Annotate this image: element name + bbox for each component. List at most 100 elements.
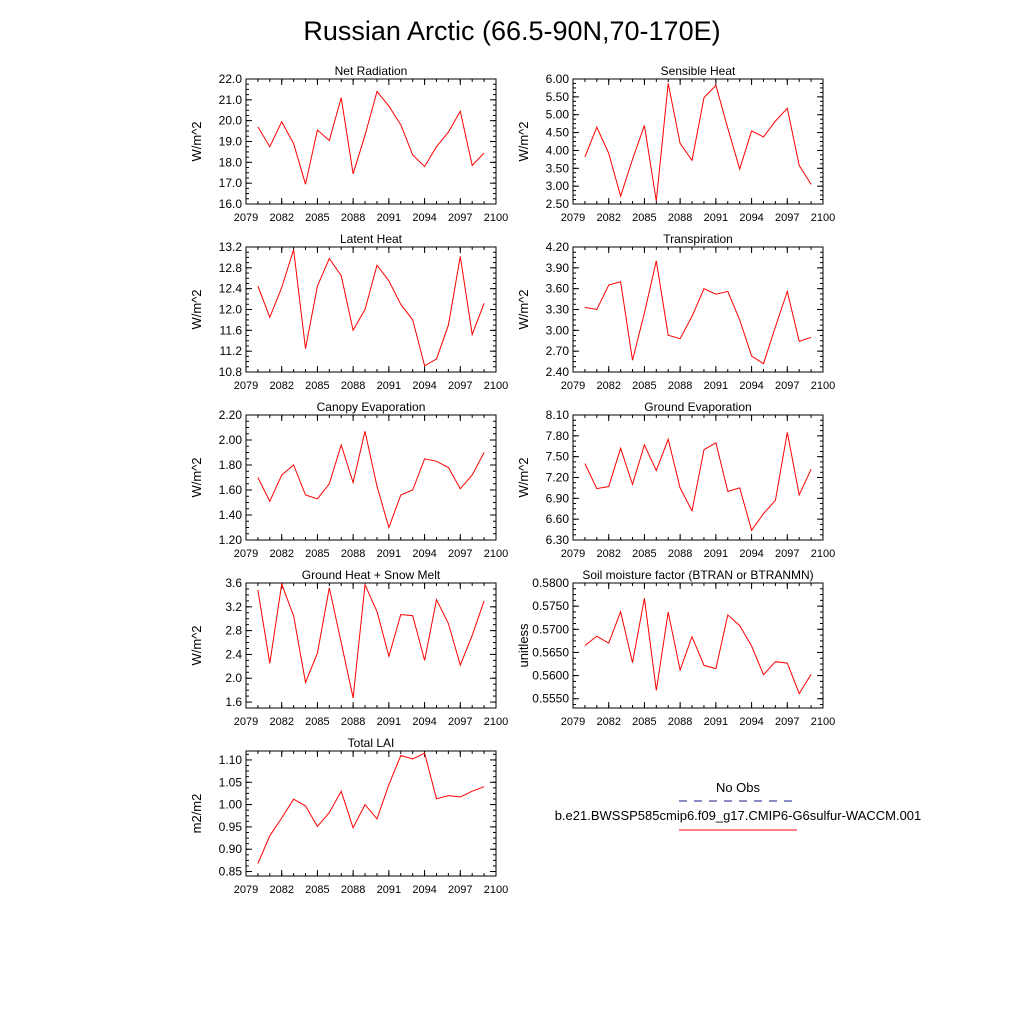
data-point [691, 159, 694, 162]
y-tick-label: 6.90 [546, 491, 570, 505]
x-tick-label: 2085 [305, 884, 329, 896]
data-point [738, 168, 741, 171]
data-point [292, 614, 295, 617]
panel-title: Canopy Evaporation [317, 400, 426, 414]
data-point [583, 155, 586, 158]
data-point [328, 257, 331, 260]
plot-frame [245, 750, 497, 877]
x-tick-label: 2097 [448, 716, 472, 728]
data-point [256, 476, 259, 479]
y-tick-label: 0.5600 [532, 669, 569, 683]
data-point [619, 447, 622, 450]
x-tick-label: 2079 [561, 380, 585, 392]
data-point [679, 486, 682, 489]
y-tick-label: 3.2 [225, 600, 242, 614]
data-point [423, 457, 426, 460]
y-tick-label: 1.05 [219, 775, 243, 789]
data-point [411, 614, 414, 617]
data-point [702, 287, 705, 290]
data-point [595, 308, 598, 311]
data-point [738, 318, 741, 321]
x-tick-label: 2091 [377, 548, 401, 560]
data-point [726, 490, 729, 493]
data-point [471, 164, 474, 167]
data-point [364, 134, 367, 137]
panel-title: Soil moisture factor (BTRAN or BTRANMN) [582, 568, 813, 582]
data-point [631, 483, 634, 486]
y-axis-label: W/m^2 [516, 121, 531, 161]
x-tick-label: 2091 [377, 884, 401, 896]
y-axis-label: W/m^2 [189, 457, 204, 497]
y-tick-label: 0.90 [219, 842, 243, 856]
series-line [257, 249, 485, 367]
y-tick-label: 16.0 [219, 197, 243, 211]
panels: Net Radiation W/m^2 2079 2082 2085 2088 2091 20… [189, 64, 835, 896]
y-tick-label: 2.40 [546, 365, 570, 379]
data-point [256, 589, 259, 592]
data-point [280, 816, 283, 819]
y-tick-label: 1.80 [219, 458, 243, 472]
data-point [643, 124, 646, 127]
data-point [280, 286, 283, 289]
data-point [667, 82, 670, 85]
x-tick-label: 2082 [269, 380, 293, 392]
y-axis-label: W/m^2 [189, 625, 204, 665]
data-point [471, 333, 474, 336]
data-point [256, 125, 259, 128]
x-tick-label: 2091 [704, 212, 728, 224]
x-tick-label: 2082 [269, 884, 293, 896]
data-point [352, 826, 355, 829]
data-point [762, 512, 765, 515]
series-line [584, 260, 812, 365]
panel-title: Sensible Heat [661, 64, 736, 78]
data-point [328, 482, 331, 485]
legend-obs-label: No Obs [716, 780, 761, 795]
data-point [340, 96, 343, 99]
data-point [352, 329, 355, 332]
panel-3: Transpiration W/m^2 2079 2082 2085 2088 2091 20… [516, 232, 835, 392]
data-point [471, 474, 474, 477]
plot-frame [572, 78, 824, 205]
data-point [387, 655, 390, 658]
y-tick-label: 0.5700 [532, 622, 569, 636]
data-point [619, 280, 622, 283]
y-tick-label: 2.00 [219, 433, 243, 447]
data-point [774, 499, 777, 502]
data-point [340, 444, 343, 447]
x-tick-label: 2082 [596, 212, 620, 224]
plot-frame [572, 414, 824, 541]
data-point [483, 451, 486, 454]
y-tick-label: 2.70 [546, 344, 570, 358]
y-axis-label: W/m^2 [516, 289, 531, 329]
x-tick-label: 2088 [668, 212, 692, 224]
data-point [304, 347, 307, 350]
x-tick-label: 2097 [448, 548, 472, 560]
y-tick-label: 2.4 [225, 647, 242, 661]
y-tick-label: 2.0 [225, 671, 242, 685]
data-point [399, 613, 402, 616]
x-tick-label: 2100 [811, 212, 835, 224]
data-point [435, 797, 438, 800]
data-point [738, 624, 741, 627]
data-point [655, 469, 658, 472]
data-point [459, 664, 462, 667]
x-tick-label: 2082 [269, 212, 293, 224]
x-tick-label: 2100 [484, 548, 508, 560]
plot-frame [245, 78, 497, 205]
x-tick-label: 2100 [811, 380, 835, 392]
panel-1: Sensible Heat W/m^2 2079 2082 2085 2088 2091 20… [516, 64, 835, 224]
x-tick-label: 2082 [269, 548, 293, 560]
y-tick-label: 8.10 [546, 408, 570, 422]
data-point [607, 485, 610, 488]
data-point [447, 466, 450, 469]
x-tick-label: 2094 [739, 212, 763, 224]
y-tick-label: 3.6 [225, 576, 242, 590]
data-point [726, 127, 729, 130]
data-point [352, 172, 355, 175]
data-point [340, 274, 343, 277]
data-point [691, 315, 694, 318]
panel-4: Canopy Evaporation W/m^2 2079 2082 2085 2088 2… [189, 400, 508, 560]
data-point [726, 613, 729, 616]
data-point [411, 758, 414, 761]
data-point [364, 308, 367, 311]
